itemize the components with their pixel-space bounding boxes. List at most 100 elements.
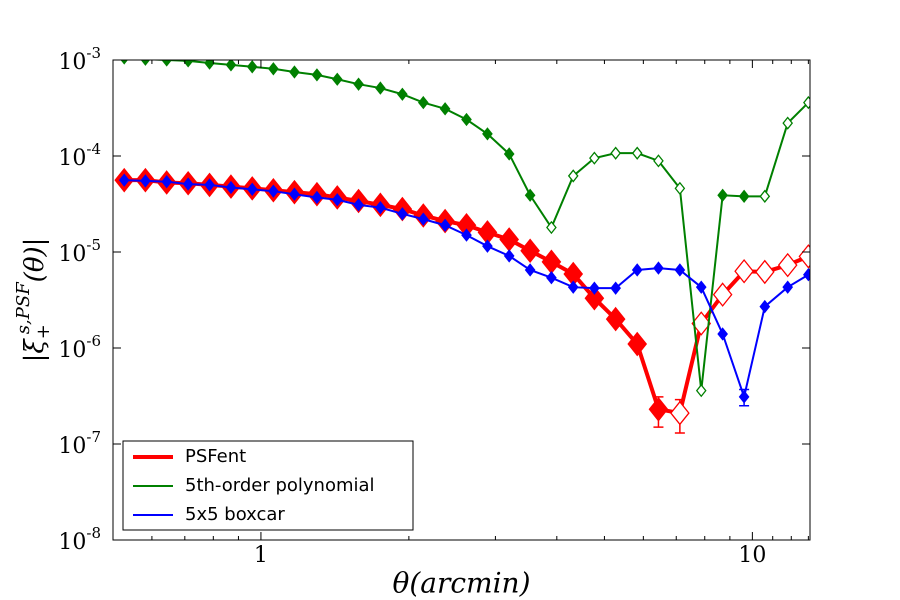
series-marker bbox=[695, 280, 707, 294]
series-marker bbox=[567, 169, 579, 183]
legend-label: 5th-order polynomial bbox=[185, 475, 375, 496]
y-tick-exponent: -5 bbox=[86, 236, 101, 254]
series-marker bbox=[803, 95, 810, 110]
y-axis-label-part: (θ)| bbox=[20, 238, 50, 283]
series-marker bbox=[584, 285, 605, 311]
series-marker bbox=[182, 60, 194, 68]
series-marker bbox=[631, 263, 643, 277]
series-marker bbox=[691, 311, 712, 336]
series-marker bbox=[246, 182, 258, 196]
series-marker bbox=[759, 189, 771, 204]
series-marker bbox=[375, 200, 386, 215]
series-marker bbox=[670, 400, 690, 426]
series-marker bbox=[754, 259, 775, 285]
y-tick-exponent: -8 bbox=[86, 524, 101, 542]
legend-label: PSFent bbox=[185, 446, 246, 467]
series-marker bbox=[524, 263, 536, 277]
series-marker bbox=[417, 95, 429, 110]
series-marker bbox=[503, 249, 515, 263]
series-marker bbox=[439, 102, 451, 116]
y-tick-label: 10-4 bbox=[58, 140, 101, 171]
series-marker bbox=[311, 190, 323, 205]
y-tick-exponent: -7 bbox=[86, 428, 101, 446]
series-marker bbox=[204, 178, 215, 192]
series-marker bbox=[712, 282, 733, 307]
y-axis-label: |ξ+s,PSF(θ)| bbox=[13, 238, 54, 363]
series-marker bbox=[777, 252, 798, 278]
series-marker bbox=[204, 60, 215, 70]
x-tick-label: 10 bbox=[738, 543, 766, 568]
series-marker bbox=[605, 306, 626, 332]
series-marker bbox=[289, 65, 300, 79]
y-axis-label-sub: + bbox=[33, 324, 54, 339]
y-tick-base: 10 bbox=[58, 242, 86, 267]
x-axis-label: θ(arcmin) bbox=[392, 567, 530, 600]
series-marker bbox=[246, 60, 258, 74]
series-marker bbox=[397, 207, 408, 221]
series-marker bbox=[589, 281, 600, 295]
series-marker bbox=[631, 146, 643, 160]
series-marker bbox=[674, 263, 686, 277]
series-marker bbox=[182, 177, 194, 191]
series-marker bbox=[520, 238, 540, 264]
series-marker bbox=[567, 280, 579, 294]
axes: 1 1010-810-710-610-510-410-3θ(arcmin)|ξ+s… bbox=[13, 44, 811, 600]
series-marker bbox=[225, 180, 237, 195]
series-marker bbox=[798, 244, 810, 269]
series-marker bbox=[461, 112, 472, 127]
series-marker bbox=[461, 228, 472, 242]
series-marker bbox=[546, 271, 557, 285]
series-marker bbox=[140, 174, 151, 188]
series-marker bbox=[120, 60, 128, 65]
series-marker bbox=[225, 60, 237, 72]
y-axis-label-sup: s,PSF bbox=[13, 281, 34, 334]
series-marker bbox=[417, 212, 429, 226]
series-marker bbox=[627, 331, 648, 357]
series-marker bbox=[695, 383, 707, 398]
series-marker bbox=[331, 193, 343, 207]
series-marker bbox=[759, 299, 771, 314]
series-marker bbox=[803, 268, 810, 282]
series-marker bbox=[653, 261, 664, 275]
y-tick-label: 10-3 bbox=[58, 44, 101, 75]
y-tick-base: 10 bbox=[58, 530, 86, 555]
series-marker bbox=[717, 188, 728, 202]
series-marker bbox=[311, 68, 323, 82]
y-axis-label-part: |ξ bbox=[20, 338, 50, 363]
plot-area bbox=[114, 60, 810, 434]
x-tick-label: 1 bbox=[254, 543, 268, 568]
series-marker bbox=[546, 220, 557, 235]
series-marker bbox=[331, 72, 343, 86]
axes-frame bbox=[112, 59, 811, 541]
series-marker bbox=[353, 198, 364, 212]
y-tick-base: 10 bbox=[58, 50, 86, 75]
y-tick-base: 10 bbox=[58, 338, 86, 363]
series-marker bbox=[268, 62, 279, 76]
legend-label: 5x5 boxcar bbox=[185, 504, 285, 525]
series-marker bbox=[782, 280, 794, 294]
series-marker bbox=[610, 281, 621, 295]
series-marker bbox=[524, 188, 536, 202]
series-marker bbox=[161, 60, 173, 67]
y-tick-label: 10-5 bbox=[58, 236, 101, 267]
series-marker bbox=[289, 187, 300, 201]
series-marker bbox=[738, 390, 750, 404]
series-marker bbox=[397, 87, 408, 101]
series-marker bbox=[161, 175, 173, 189]
series-marker bbox=[482, 239, 493, 253]
y-tick-label: 10-8 bbox=[58, 524, 101, 555]
series-marker bbox=[140, 60, 151, 66]
series-marker bbox=[439, 218, 451, 232]
y-tick-base: 10 bbox=[58, 146, 86, 171]
series-marker bbox=[653, 154, 664, 168]
series-marker bbox=[118, 173, 130, 187]
y-tick-exponent: -4 bbox=[86, 140, 101, 158]
series-marker bbox=[738, 189, 750, 204]
series-marker bbox=[375, 81, 386, 95]
y-tick-exponent: -3 bbox=[86, 44, 101, 62]
y-tick-label: 10-6 bbox=[58, 332, 101, 363]
y-tick-exponent: -6 bbox=[86, 332, 101, 350]
y-tick-label: 10-7 bbox=[58, 428, 101, 459]
